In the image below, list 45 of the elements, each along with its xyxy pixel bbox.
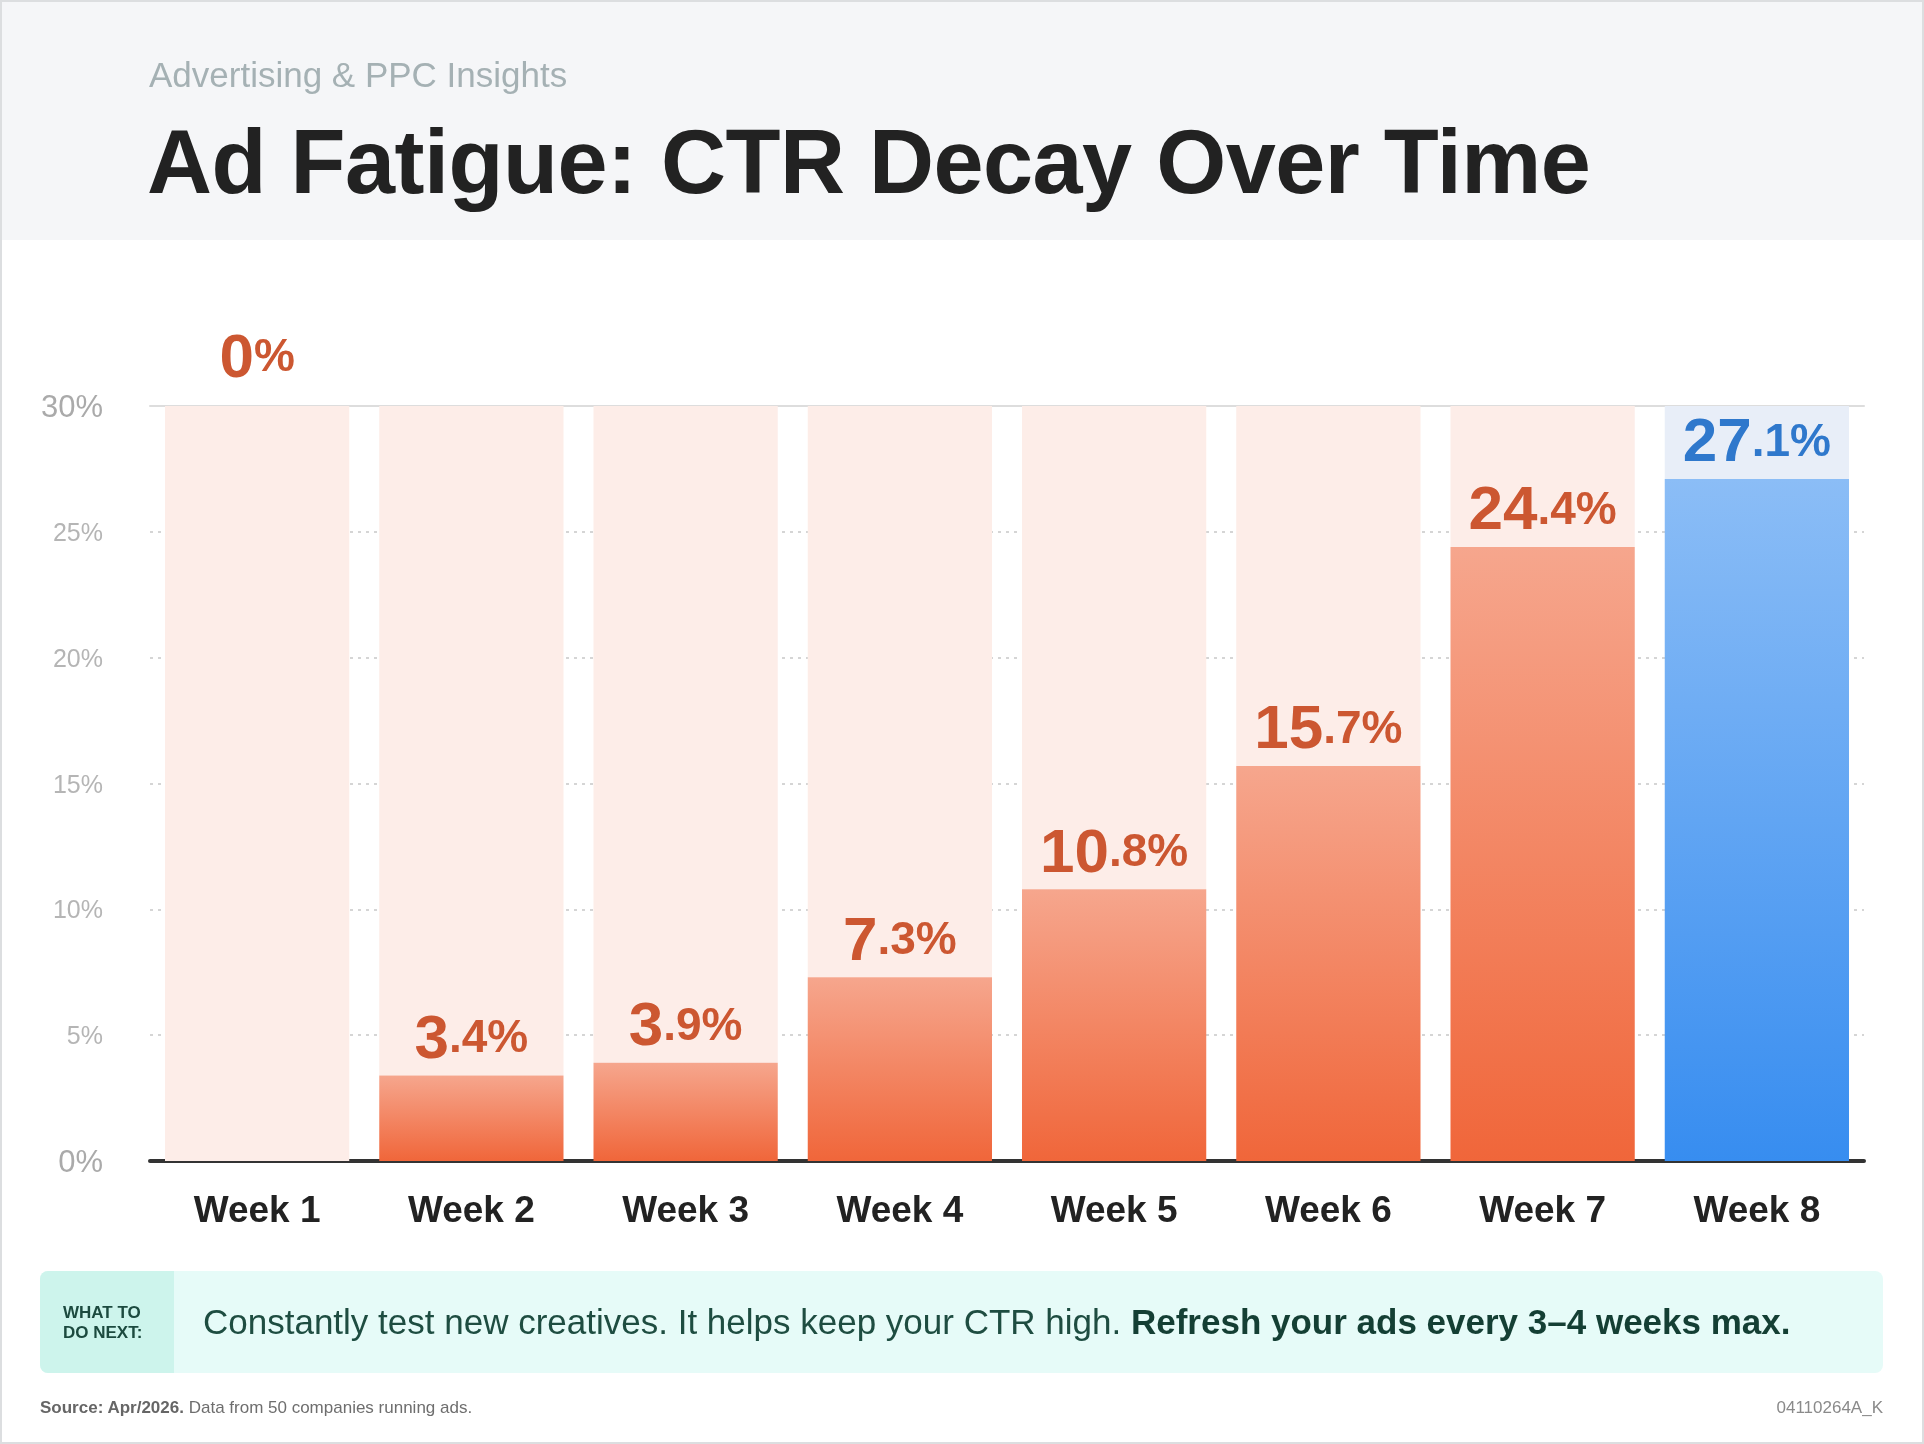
x-tick-label: Week 2	[407, 1189, 535, 1230]
data-label: 24.4%	[1468, 473, 1617, 543]
y-tick-label: 5%	[66, 1021, 103, 1050]
y-tick-label: 0%	[58, 1143, 103, 1179]
text: 04110264A_K	[1776, 1398, 1883, 1418]
bar	[593, 1062, 778, 1161]
text: Refresh your ads every 3–4 weeks max.	[1130, 1302, 1791, 1341]
x-tick-label: Week 5	[1050, 1189, 1178, 1230]
x-tick-label: Week 3	[622, 1189, 750, 1230]
x-tick-label: Week 7	[1479, 1189, 1607, 1230]
bar	[593, 406, 778, 1063]
x-tick-label: Week 6	[1264, 1189, 1392, 1230]
data-label: 3.4%	[414, 1001, 529, 1071]
data-label: 27.1%	[1682, 405, 1831, 475]
bar	[1450, 546, 1635, 1161]
x-tick-label: Week 4	[836, 1189, 964, 1230]
x-tick-label: Week 8	[1693, 1189, 1821, 1230]
bar	[807, 977, 992, 1161]
bar	[1236, 406, 1421, 766]
bar	[165, 406, 350, 1161]
bar	[1236, 765, 1421, 1161]
data-label: 15.7%	[1254, 692, 1403, 762]
data-label: 3.9%	[628, 989, 743, 1059]
y-tick-label: 25%	[52, 517, 103, 546]
bar	[807, 406, 992, 978]
y-tick-label: 10%	[52, 895, 103, 924]
data-label: 7.3%	[843, 903, 957, 973]
source-note: Source: Apr/2026.	[40, 1398, 184, 1417]
y-tick-label: 20%	[52, 643, 103, 672]
chart-subtitle: Advertising & PPC Insights	[149, 55, 568, 94]
x-tick-label: Week 1	[193, 1189, 321, 1230]
data-label: 0%	[219, 320, 295, 390]
bar	[1022, 889, 1207, 1161]
chart-title: Ad Fatigue: CTR Decay Over Time	[147, 112, 1591, 212]
text: WHAT TO DO NEXT:	[63, 1303, 144, 1343]
data-label: 10.8%	[1040, 815, 1189, 885]
text: Constantly test new creatives. It helps keep your CTR high.	[203, 1302, 1122, 1341]
bar	[1450, 406, 1635, 547]
bar	[1664, 478, 1849, 1161]
y-tick-label: 15%	[52, 769, 103, 798]
bar	[1022, 406, 1207, 890]
y-tick-label: 30%	[40, 388, 103, 424]
bar	[379, 1075, 564, 1161]
text: Data from 50 companies running ads.	[188, 1398, 473, 1417]
bar	[379, 406, 564, 1076]
